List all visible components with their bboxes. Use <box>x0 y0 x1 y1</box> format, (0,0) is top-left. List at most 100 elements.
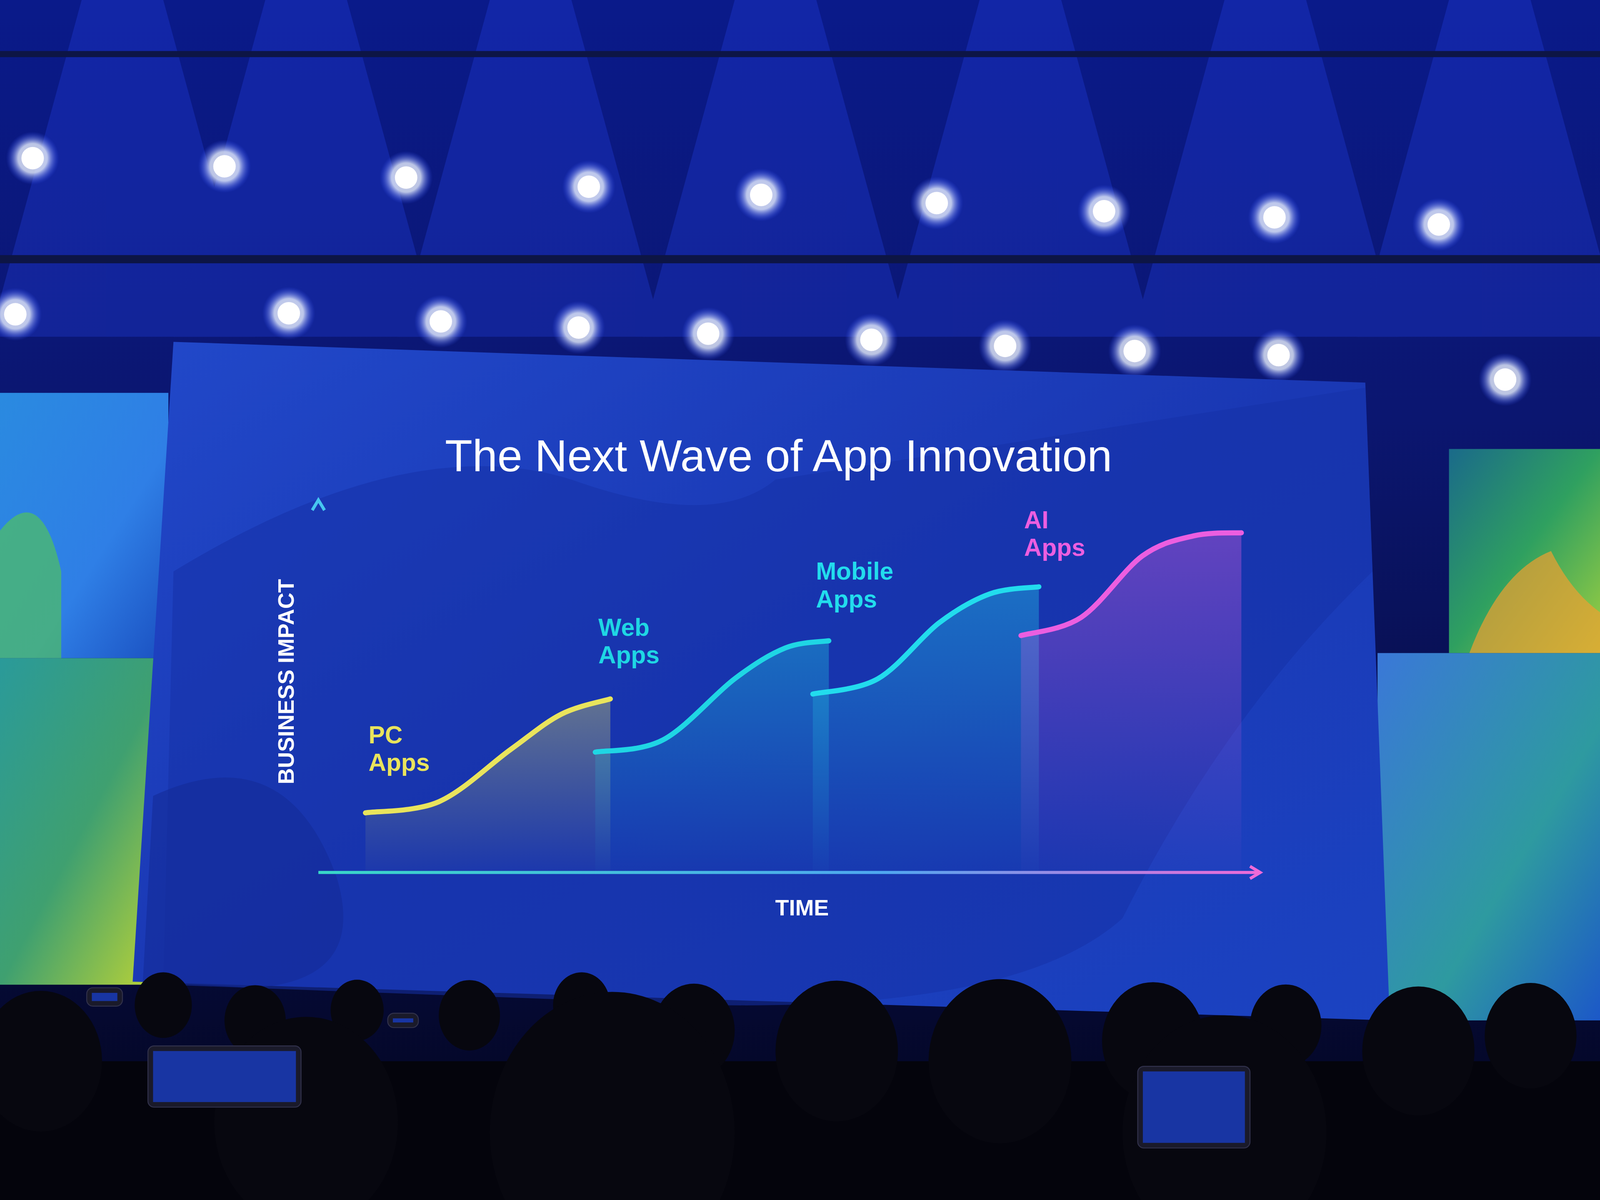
phone-screen <box>91 992 118 1002</box>
series-line <box>1020 532 1242 636</box>
stage-light <box>429 310 453 333</box>
stage-light <box>1077 184 1131 238</box>
stage-light <box>750 183 773 207</box>
y-axis-arrow <box>312 500 325 510</box>
main-screen <box>132 341 1390 1021</box>
side-panel <box>1377 652 1600 1021</box>
stage-light <box>1267 343 1290 367</box>
audience-head <box>0 990 103 1132</box>
light-beam <box>642 0 909 337</box>
phone <box>387 1013 419 1028</box>
stage-light <box>1252 328 1305 382</box>
light-beam <box>1132 0 1398 337</box>
series-label: WebApps <box>598 613 660 669</box>
stage-light <box>1123 340 1146 363</box>
area <box>595 640 830 873</box>
stage-light <box>1478 352 1532 406</box>
plot-area <box>365 532 1242 873</box>
stage-light <box>552 300 605 354</box>
series-label: MobileApps <box>815 557 894 613</box>
phone-screen <box>1142 1071 1245 1143</box>
phone <box>1137 1066 1250 1148</box>
stage-light <box>845 313 898 367</box>
audience-head <box>928 979 1072 1144</box>
series-line <box>365 698 611 813</box>
title: The Next Wave of App Innovation <box>445 430 1113 481</box>
series-label: AIApps <box>1024 506 1086 561</box>
stage-light <box>1427 213 1450 236</box>
stage-light <box>0 287 42 341</box>
stage-light <box>577 175 600 198</box>
y-axis-label: BUSINESS IMPACT <box>273 578 299 785</box>
stage-light <box>910 176 963 230</box>
stage-light <box>978 319 1032 373</box>
stage-light <box>925 191 948 215</box>
phone-screen <box>152 1050 296 1102</box>
series-label-line: AI <box>1024 506 1049 534</box>
audience-head <box>490 991 735 1200</box>
phone-screen <box>392 1018 414 1023</box>
light-beam <box>397 0 664 337</box>
stage-light <box>414 295 468 348</box>
stage-light <box>697 322 720 345</box>
series-label-line: Apps <box>1024 533 1086 561</box>
phone <box>147 1045 301 1108</box>
stage-light <box>734 168 788 222</box>
audience-head <box>214 1016 398 1200</box>
stage-light <box>1092 200 1116 223</box>
light-beam <box>1357 0 1600 337</box>
light-beams <box>0 0 1600 337</box>
stage-light <box>395 166 418 189</box>
audience-head <box>775 980 898 1122</box>
stage-light <box>1493 368 1517 391</box>
stage-light <box>277 302 300 325</box>
y-axis <box>316 500 320 873</box>
audience-head <box>438 980 500 1051</box>
truss <box>0 50 1600 58</box>
light-beam <box>887 0 1154 337</box>
stage-light <box>860 328 883 352</box>
stage-light <box>1247 190 1301 244</box>
stage-light <box>1412 197 1465 251</box>
audience <box>0 972 1600 1200</box>
series-label-line: PC <box>368 721 403 749</box>
truss <box>0 255 1600 264</box>
area <box>812 586 1039 873</box>
series-label-line: Apps <box>815 585 878 613</box>
x-axis <box>318 870 1260 874</box>
light-beam <box>173 0 439 337</box>
x-axis-arrow <box>1250 866 1260 879</box>
stage-light <box>4 302 27 326</box>
area <box>365 698 611 873</box>
decoration <box>0 512 62 659</box>
series-label: PCApps <box>368 721 430 776</box>
stage-light <box>1263 206 1286 229</box>
x-axis-label: TIME <box>775 895 830 920</box>
stage-light <box>567 316 590 339</box>
stage-light <box>262 286 315 340</box>
series-label-line: Mobile <box>815 557 894 585</box>
stage-light <box>562 160 615 213</box>
audience-head <box>1484 982 1577 1089</box>
decoration <box>1469 550 1600 653</box>
stage-light <box>993 334 1017 358</box>
area <box>1020 532 1242 873</box>
side-screen <box>0 392 169 659</box>
series-label-line: Apps <box>598 641 660 669</box>
audience-head <box>134 972 192 1038</box>
series-label-line: Apps <box>368 748 430 776</box>
audience-head <box>1362 986 1475 1116</box>
scene: The Next Wave of App InnovationPCAppsWeb… <box>0 0 1600 1200</box>
stage-light <box>197 140 251 193</box>
screen-wave <box>163 387 1373 1006</box>
series-line <box>595 640 830 753</box>
stage-light <box>21 147 44 170</box>
stage-light <box>681 307 735 360</box>
audience-head <box>1122 1015 1327 1200</box>
background <box>0 0 1600 1200</box>
stage-light <box>1108 324 1162 378</box>
phone <box>86 987 123 1007</box>
side-screen <box>1449 449 1600 654</box>
stage-light <box>6 131 60 185</box>
screen-wave <box>142 777 344 988</box>
